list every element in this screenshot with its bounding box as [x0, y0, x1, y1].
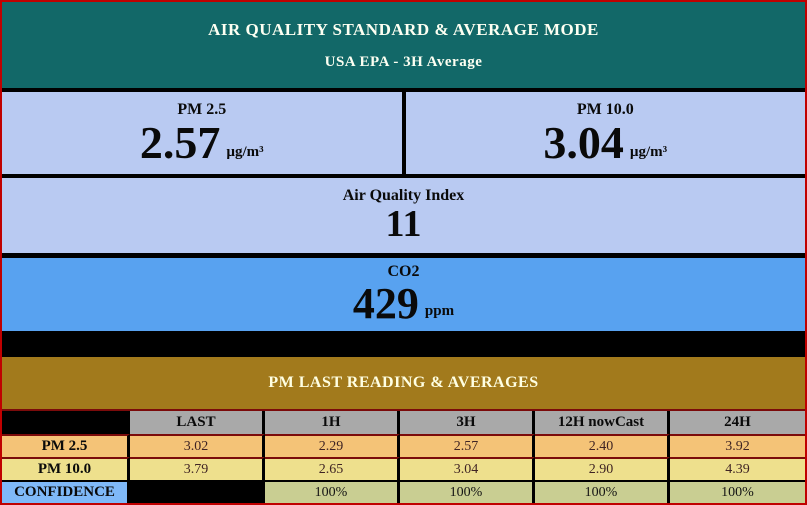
pm10-1h: 2.65: [265, 457, 400, 480]
pm25-unit: µg/m³: [226, 143, 264, 160]
co2-panel: CO2 429 ppm: [2, 258, 805, 331]
column-header-1h: 1H: [265, 411, 400, 434]
mode-subtitle: USA EPA - 3H Average: [324, 53, 483, 70]
pm10-reading: 3.04 µg/m³: [543, 117, 668, 169]
aqi-label: Air Quality Index: [342, 186, 465, 204]
co2-unit: ppm: [424, 303, 455, 320]
pm10-last: 3.79: [130, 457, 265, 480]
averages-title: PM LAST READING & AVERAGES: [268, 374, 539, 391]
row-label-pm10: PM 10.0: [2, 457, 130, 480]
pm25-reading: 2.57 µg/m³: [139, 117, 264, 169]
pm10-label: PM 10.0: [576, 101, 634, 119]
pm10-3h: 3.04: [400, 457, 535, 480]
pm25-last: 3.02: [130, 434, 265, 457]
pm10-value: 3.04: [543, 117, 624, 169]
pm25-3h: 2.57: [400, 434, 535, 457]
confidence-1h: 100%: [265, 480, 400, 503]
pm10-12h-nowcast: 2.90: [535, 457, 670, 480]
divider: [2, 409, 805, 411]
pm10-24h: 4.39: [670, 457, 805, 480]
co2-label: CO2: [387, 262, 420, 280]
column-header-12h-nowcast: 12H nowCast: [535, 411, 670, 434]
pm25-24h: 3.92: [670, 434, 805, 457]
mode-header: AIR QUALITY STANDARD & AVERAGE MODE USA …: [2, 2, 805, 88]
pm25-value: 2.57: [139, 117, 221, 169]
pm25-label: PM 2.5: [177, 101, 227, 119]
pm25-12h-nowcast: 2.40: [535, 434, 670, 457]
pm10-unit: µg/m³: [629, 143, 668, 160]
averages-header: PM LAST READING & AVERAGES: [2, 357, 805, 409]
confidence-12h-nowcast: 100%: [535, 480, 670, 503]
vertical-divider: [401, 92, 406, 174]
column-header-3h: 3H: [400, 411, 535, 434]
co2-reading: 429 ppm: [352, 278, 455, 328]
divider: [2, 174, 805, 178]
pm-readings-row: PM 2.5 2.57 µg/m³ PM 10.0 3.04 µg/m³: [2, 92, 805, 174]
row-label-pm25: PM 2.5: [2, 434, 130, 457]
pm25-panel: PM 2.5 2.57 µg/m³: [2, 92, 402, 174]
divider: [2, 253, 805, 258]
pm25-1h: 2.29: [265, 434, 400, 457]
confidence-last-empty: [130, 480, 265, 503]
aqi-value: 11: [385, 202, 422, 245]
co2-value: 429: [352, 278, 419, 328]
mode-title: AIR QUALITY STANDARD & AVERAGE MODE: [208, 19, 599, 39]
table-corner-cell: [2, 411, 130, 434]
row-label-confidence: CONFIDENCE: [2, 480, 130, 503]
confidence-3h: 100%: [400, 480, 535, 503]
averages-table: LAST 1H 3H 12H nowCast 24H PM 2.5 3.02 2…: [2, 411, 805, 503]
pm10-panel: PM 10.0 3.04 µg/m³: [405, 92, 805, 174]
aqi-panel: Air Quality Index 11: [2, 178, 805, 253]
divider: [2, 88, 805, 92]
column-header-last: LAST: [130, 411, 265, 434]
column-header-24h: 24H: [670, 411, 805, 434]
confidence-24h: 100%: [670, 480, 805, 503]
black-band: [2, 331, 805, 357]
